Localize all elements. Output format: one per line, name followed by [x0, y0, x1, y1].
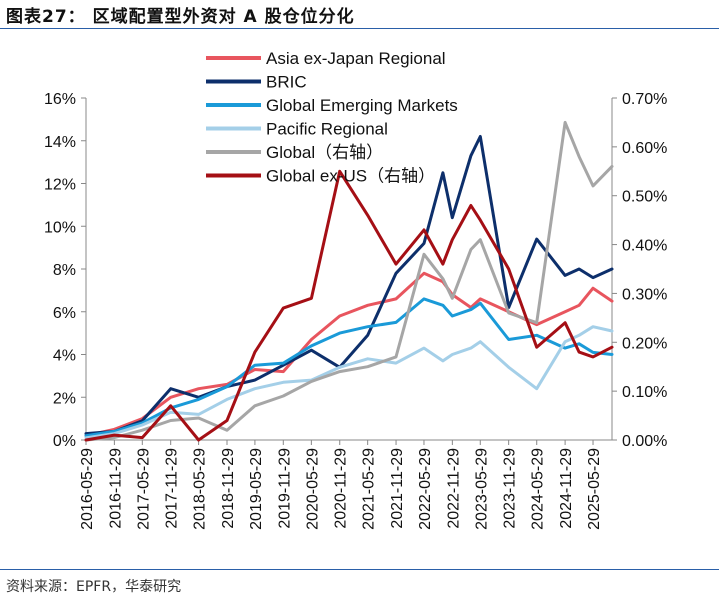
x-tick-label: 2021-11-29: [389, 448, 406, 529]
right-tick-label: 0.10%: [622, 384, 667, 401]
legend-label: Pacific Regional: [266, 120, 388, 139]
series-line-5: [84, 120, 614, 442]
x-tick-label: 2022-11-29: [445, 448, 462, 529]
x-tick-label: 2017-05-29: [135, 448, 152, 530]
x-tick-label: 2023-11-29: [502, 448, 519, 529]
x-tick-label: 2019-11-29: [276, 448, 293, 529]
series-line-1: [84, 271, 614, 438]
left-tick-label: 16%: [44, 91, 76, 108]
left-tick-label: 2%: [53, 390, 76, 407]
x-tick-label: 2016-11-29: [107, 448, 124, 529]
source-rule: [0, 569, 719, 570]
left-tick-label: 10%: [44, 219, 76, 236]
legend-label: Global Emerging Markets: [266, 96, 458, 115]
figure-source: 资料来源：EPFR，华泰研究: [6, 579, 182, 595]
right-tick-label: 0.50%: [622, 189, 667, 206]
right-tick-label: 0.30%: [622, 286, 667, 303]
left-tick-label: 12%: [44, 177, 76, 194]
right-tick-label: 0.20%: [622, 335, 667, 352]
x-tick-label: 2021-05-29: [361, 448, 378, 530]
series-line-4: [84, 325, 614, 440]
x-tick-label: 2024-11-29: [558, 448, 575, 529]
figure-title: 图表27： 区域配置型外资对 A 股仓位分化: [6, 7, 355, 27]
left-tick-label: 6%: [53, 305, 76, 322]
x-tick-label: 2020-05-29: [304, 448, 321, 530]
legend-label: Asia ex-Japan Regional: [266, 49, 446, 68]
x-tick-label: 2018-11-29: [220, 448, 237, 529]
x-tick-label: 2022-05-29: [417, 448, 434, 530]
right-tick-label: 0.70%: [622, 91, 667, 108]
x-tick-label: 2025-05-29: [586, 448, 603, 530]
left-tick-label: 0%: [53, 433, 76, 450]
x-tick-label: 2017-11-29: [164, 448, 181, 529]
left-tick-label: 14%: [44, 134, 76, 151]
left-tick-label: 8%: [53, 262, 76, 279]
legend-label: Global（右轴）: [266, 143, 383, 162]
legend: Asia ex-Japan Regional BRIC Global Emergin…: [206, 49, 458, 186]
right-tick-label: 0.00%: [622, 433, 667, 450]
legend-label: BRIC: [266, 73, 307, 92]
x-tick-label: 2024-05-29: [530, 448, 547, 530]
x-tick-label: 2020-11-29: [333, 448, 350, 529]
right-tick-label: 0.40%: [622, 238, 667, 255]
legend-label: Global ex-US（右轴）: [266, 167, 435, 186]
x-tick-label: 2023-05-29: [473, 448, 490, 530]
right-tick-label: 0.60%: [622, 140, 667, 157]
chart: 0% 2% 4% 6% 8% 10% 12% 14% 16% 0.00% 0.10% 0.20% 0.3…: [44, 49, 667, 530]
x-tick-label: 2018-05-29: [192, 448, 209, 530]
left-tick-label: 4%: [53, 348, 76, 365]
x-tick-label: 2019-05-29: [248, 448, 265, 530]
axes: 0% 2% 4% 6% 8% 10% 12% 14% 16% 0.00% 0.10% 0.20% 0.3…: [44, 91, 667, 530]
x-tick-label: 2016-05-29: [79, 448, 96, 530]
title-rule: [0, 28, 719, 29]
series-lines: [84, 120, 614, 442]
series-line-6: [84, 169, 614, 442]
